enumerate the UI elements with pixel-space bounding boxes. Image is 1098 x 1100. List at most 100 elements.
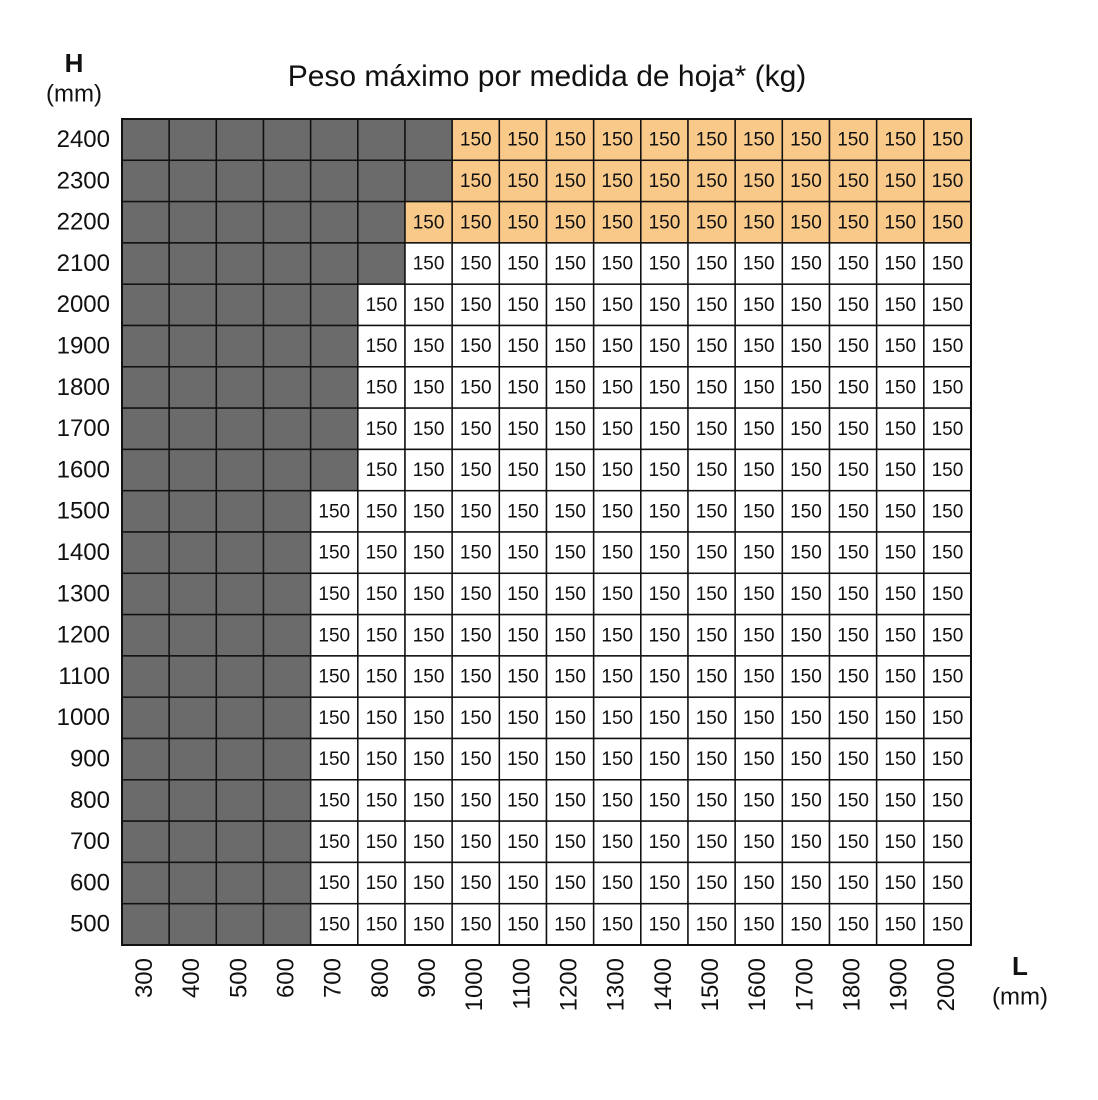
row-label: 2400 xyxy=(57,126,110,153)
cell-value: 150 xyxy=(366,501,398,522)
cell xyxy=(592,448,642,492)
cell xyxy=(592,737,642,781)
cell xyxy=(404,283,453,327)
cell-value: 150 xyxy=(884,130,916,151)
empty-cell xyxy=(168,324,218,368)
empty-cell xyxy=(262,531,312,575)
cell-value: 150 xyxy=(743,254,775,275)
cell-value: 150 xyxy=(601,295,633,316)
empty-cell xyxy=(168,902,218,946)
cell xyxy=(498,489,548,533)
cell-value: 150 xyxy=(837,336,869,357)
empty-cell xyxy=(168,242,218,285)
empty-cell xyxy=(215,737,265,781)
cell-value: 150 xyxy=(554,708,586,729)
column-label: 900 xyxy=(414,958,441,998)
cell xyxy=(357,779,406,822)
cell-value: 150 xyxy=(837,790,869,811)
cell xyxy=(923,820,972,864)
empty-cell xyxy=(262,407,312,451)
cell xyxy=(687,902,736,946)
cell xyxy=(404,531,453,575)
empty-cell xyxy=(168,572,218,616)
cell xyxy=(734,779,784,822)
cell xyxy=(875,779,925,822)
column-label: 1100 xyxy=(508,958,535,1010)
cell-value: 150 xyxy=(366,873,398,894)
cell-value: 150 xyxy=(790,254,822,275)
cell-value: 150 xyxy=(790,543,822,564)
cell-value: 150 xyxy=(366,749,398,770)
cell xyxy=(451,242,501,285)
row-label: 500 xyxy=(70,911,110,938)
cell xyxy=(875,861,925,905)
cell-value: 150 xyxy=(837,130,869,151)
cell-value: 150 xyxy=(932,790,964,811)
cell-value: 150 xyxy=(696,130,728,151)
empty-cell xyxy=(121,242,170,285)
empty-cell xyxy=(262,779,312,822)
cell-value: 150 xyxy=(413,873,445,894)
cell-value: 150 xyxy=(884,749,916,770)
empty-cell xyxy=(215,200,265,244)
cell-value: 150 xyxy=(932,377,964,398)
cell-value: 150 xyxy=(318,790,350,811)
cell-value: 150 xyxy=(649,336,681,357)
column-label: 500 xyxy=(225,958,252,998)
cell-value: 150 xyxy=(649,501,681,522)
cell xyxy=(545,531,595,575)
cell xyxy=(734,902,784,946)
cell-value: 150 xyxy=(318,543,350,564)
empty-cell xyxy=(262,613,312,657)
cell xyxy=(828,737,878,781)
column-label: 1900 xyxy=(886,958,913,1011)
empty-cell xyxy=(121,324,170,368)
empty-cell xyxy=(262,242,312,285)
cell-value: 150 xyxy=(649,584,681,605)
column-label: 1600 xyxy=(744,958,771,1011)
cell xyxy=(781,366,831,409)
cell-value: 150 xyxy=(932,584,964,605)
cell-value: 150 xyxy=(932,212,964,233)
cell xyxy=(545,448,595,492)
cell-value: 150 xyxy=(554,254,586,275)
empty-cell xyxy=(262,448,312,492)
cell-value: 150 xyxy=(696,708,728,729)
cell xyxy=(875,448,925,492)
row-label: 2200 xyxy=(57,209,110,236)
cell xyxy=(451,572,501,616)
empty-cell xyxy=(262,324,312,368)
cell-value: 150 xyxy=(696,212,728,233)
cell xyxy=(828,820,878,864)
cell-value: 150 xyxy=(554,460,586,481)
cell-value: 150 xyxy=(932,501,964,522)
cell-value: 150 xyxy=(460,501,492,522)
empty-cell xyxy=(215,902,265,946)
cell-value: 150 xyxy=(601,708,633,729)
cell-value: 150 xyxy=(837,212,869,233)
cell-value: 150 xyxy=(507,667,539,688)
cell-value: 150 xyxy=(649,625,681,646)
cell-value: 150 xyxy=(460,212,492,233)
cell-value: 150 xyxy=(318,749,350,770)
cell xyxy=(687,283,736,327)
cell-value: 150 xyxy=(743,873,775,894)
empty-cell xyxy=(215,820,265,864)
cell-value: 150 xyxy=(743,667,775,688)
cell xyxy=(309,655,359,698)
cell xyxy=(451,820,501,864)
cell-value: 150 xyxy=(649,914,681,935)
cell xyxy=(498,242,548,285)
cell xyxy=(828,861,878,905)
cell xyxy=(923,283,972,327)
cell xyxy=(545,366,595,409)
cell xyxy=(828,407,878,451)
row-label: 2000 xyxy=(57,291,110,318)
cell-value: 150 xyxy=(601,584,633,605)
cell-value: 150 xyxy=(413,790,445,811)
cell xyxy=(545,902,595,946)
cell-value: 150 xyxy=(696,501,728,522)
cell-value: 150 xyxy=(696,295,728,316)
cell-value: 150 xyxy=(743,336,775,357)
row-label: 1100 xyxy=(58,663,110,690)
